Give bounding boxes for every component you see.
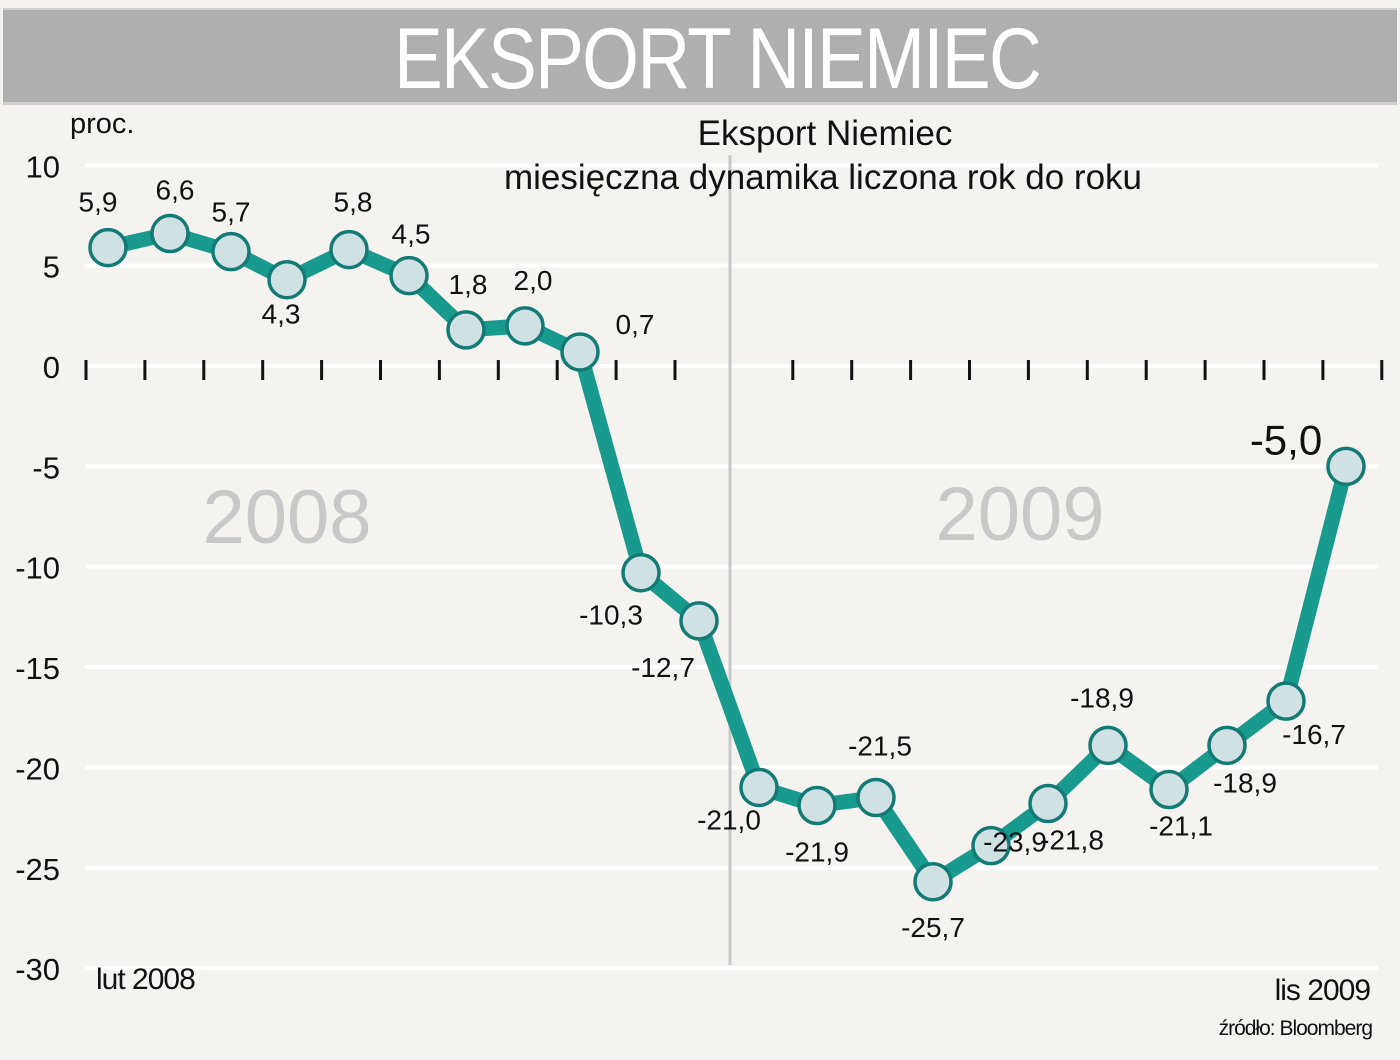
data-value-label: 0,7 xyxy=(616,309,655,340)
data-point-marker xyxy=(267,259,307,300)
chart-title: Eksport Niemiec xyxy=(697,114,953,153)
data-point-marker xyxy=(505,306,545,346)
data-value-label: -25,7 xyxy=(901,912,965,943)
data-point-marker xyxy=(329,229,369,270)
year-label-2009: 2009 xyxy=(935,472,1104,557)
data-point-marker xyxy=(150,213,190,254)
data-value-label: -21,8 xyxy=(1040,825,1104,856)
data-point-marker xyxy=(856,777,896,818)
data-value-label: -23,9 xyxy=(983,827,1047,858)
data-point-marker xyxy=(679,601,719,641)
title-banner: EKSPORT NIEMIEC xyxy=(3,8,1397,105)
x-end-label: lis 2009 xyxy=(1274,974,1371,1007)
data-point-marker xyxy=(1207,725,1247,766)
data-point-marker xyxy=(446,310,486,350)
data-value-label: -21,1 xyxy=(1149,810,1213,841)
data-point-marker xyxy=(1028,783,1068,824)
y-tick-label: -5 xyxy=(32,450,60,485)
year-label-2008: 2008 xyxy=(202,475,371,560)
data-value-label: 5,8 xyxy=(334,187,373,218)
data-point-marker xyxy=(1088,725,1128,766)
y-axis-unit-label: proc. xyxy=(70,108,135,140)
data-value-label: 4,3 xyxy=(262,299,301,330)
chart-subtitle: miesięczna dynamika liczona rok do roku xyxy=(503,158,1143,197)
data-point-marker xyxy=(739,767,779,808)
y-tick-label: -25 xyxy=(15,852,60,887)
data-value-label: 6,6 xyxy=(156,175,195,206)
banner-title: EKSPORT NIEMIEC xyxy=(393,11,1042,107)
data-point-marker xyxy=(211,231,251,272)
data-value-label: -21,9 xyxy=(785,837,849,868)
y-tick-label: 0 xyxy=(43,350,60,385)
data-point-marker xyxy=(797,785,837,826)
data-point-marker xyxy=(1149,769,1189,810)
data-point-marker xyxy=(971,825,1011,866)
data-value-label: -18,9 xyxy=(1070,682,1134,713)
data-value-label: -18,9 xyxy=(1213,767,1277,798)
data-point-marker xyxy=(1326,446,1366,487)
data-value-label: -21,5 xyxy=(848,731,912,762)
y-tick-label: -15 xyxy=(15,651,60,686)
data-point-marker xyxy=(389,255,429,296)
y-tick-label: -10 xyxy=(15,551,60,586)
data-point-marker xyxy=(1266,681,1306,721)
data-value-label: 5,9 xyxy=(79,187,118,218)
data-point-marker xyxy=(88,227,128,268)
data-value-label: -12,7 xyxy=(631,652,695,683)
y-tick-label: 5 xyxy=(43,250,60,285)
data-value-label: 4,5 xyxy=(392,219,431,250)
data-line xyxy=(106,226,1354,890)
data-point-marker xyxy=(913,862,953,902)
x-start-label: lut 2008 xyxy=(96,963,196,996)
data-value-label: -10,3 xyxy=(579,600,643,631)
data-value-label: -5,0 xyxy=(1250,416,1322,463)
y-tick-label: -30 xyxy=(15,952,60,987)
y-tick-label: -20 xyxy=(15,751,60,786)
data-point-marker xyxy=(560,332,600,372)
y-tick-label: 10 xyxy=(26,149,60,184)
data-value-label: 2,0 xyxy=(514,265,553,296)
data-value-label: 5,7 xyxy=(212,197,251,228)
data-value-label: 1,8 xyxy=(449,269,488,300)
source-note: źródło: Bloomberg xyxy=(1218,1017,1373,1040)
data-point-marker xyxy=(621,552,661,593)
data-value-label: -16,7 xyxy=(1282,719,1346,750)
data-value-label: -21,0 xyxy=(697,804,761,835)
